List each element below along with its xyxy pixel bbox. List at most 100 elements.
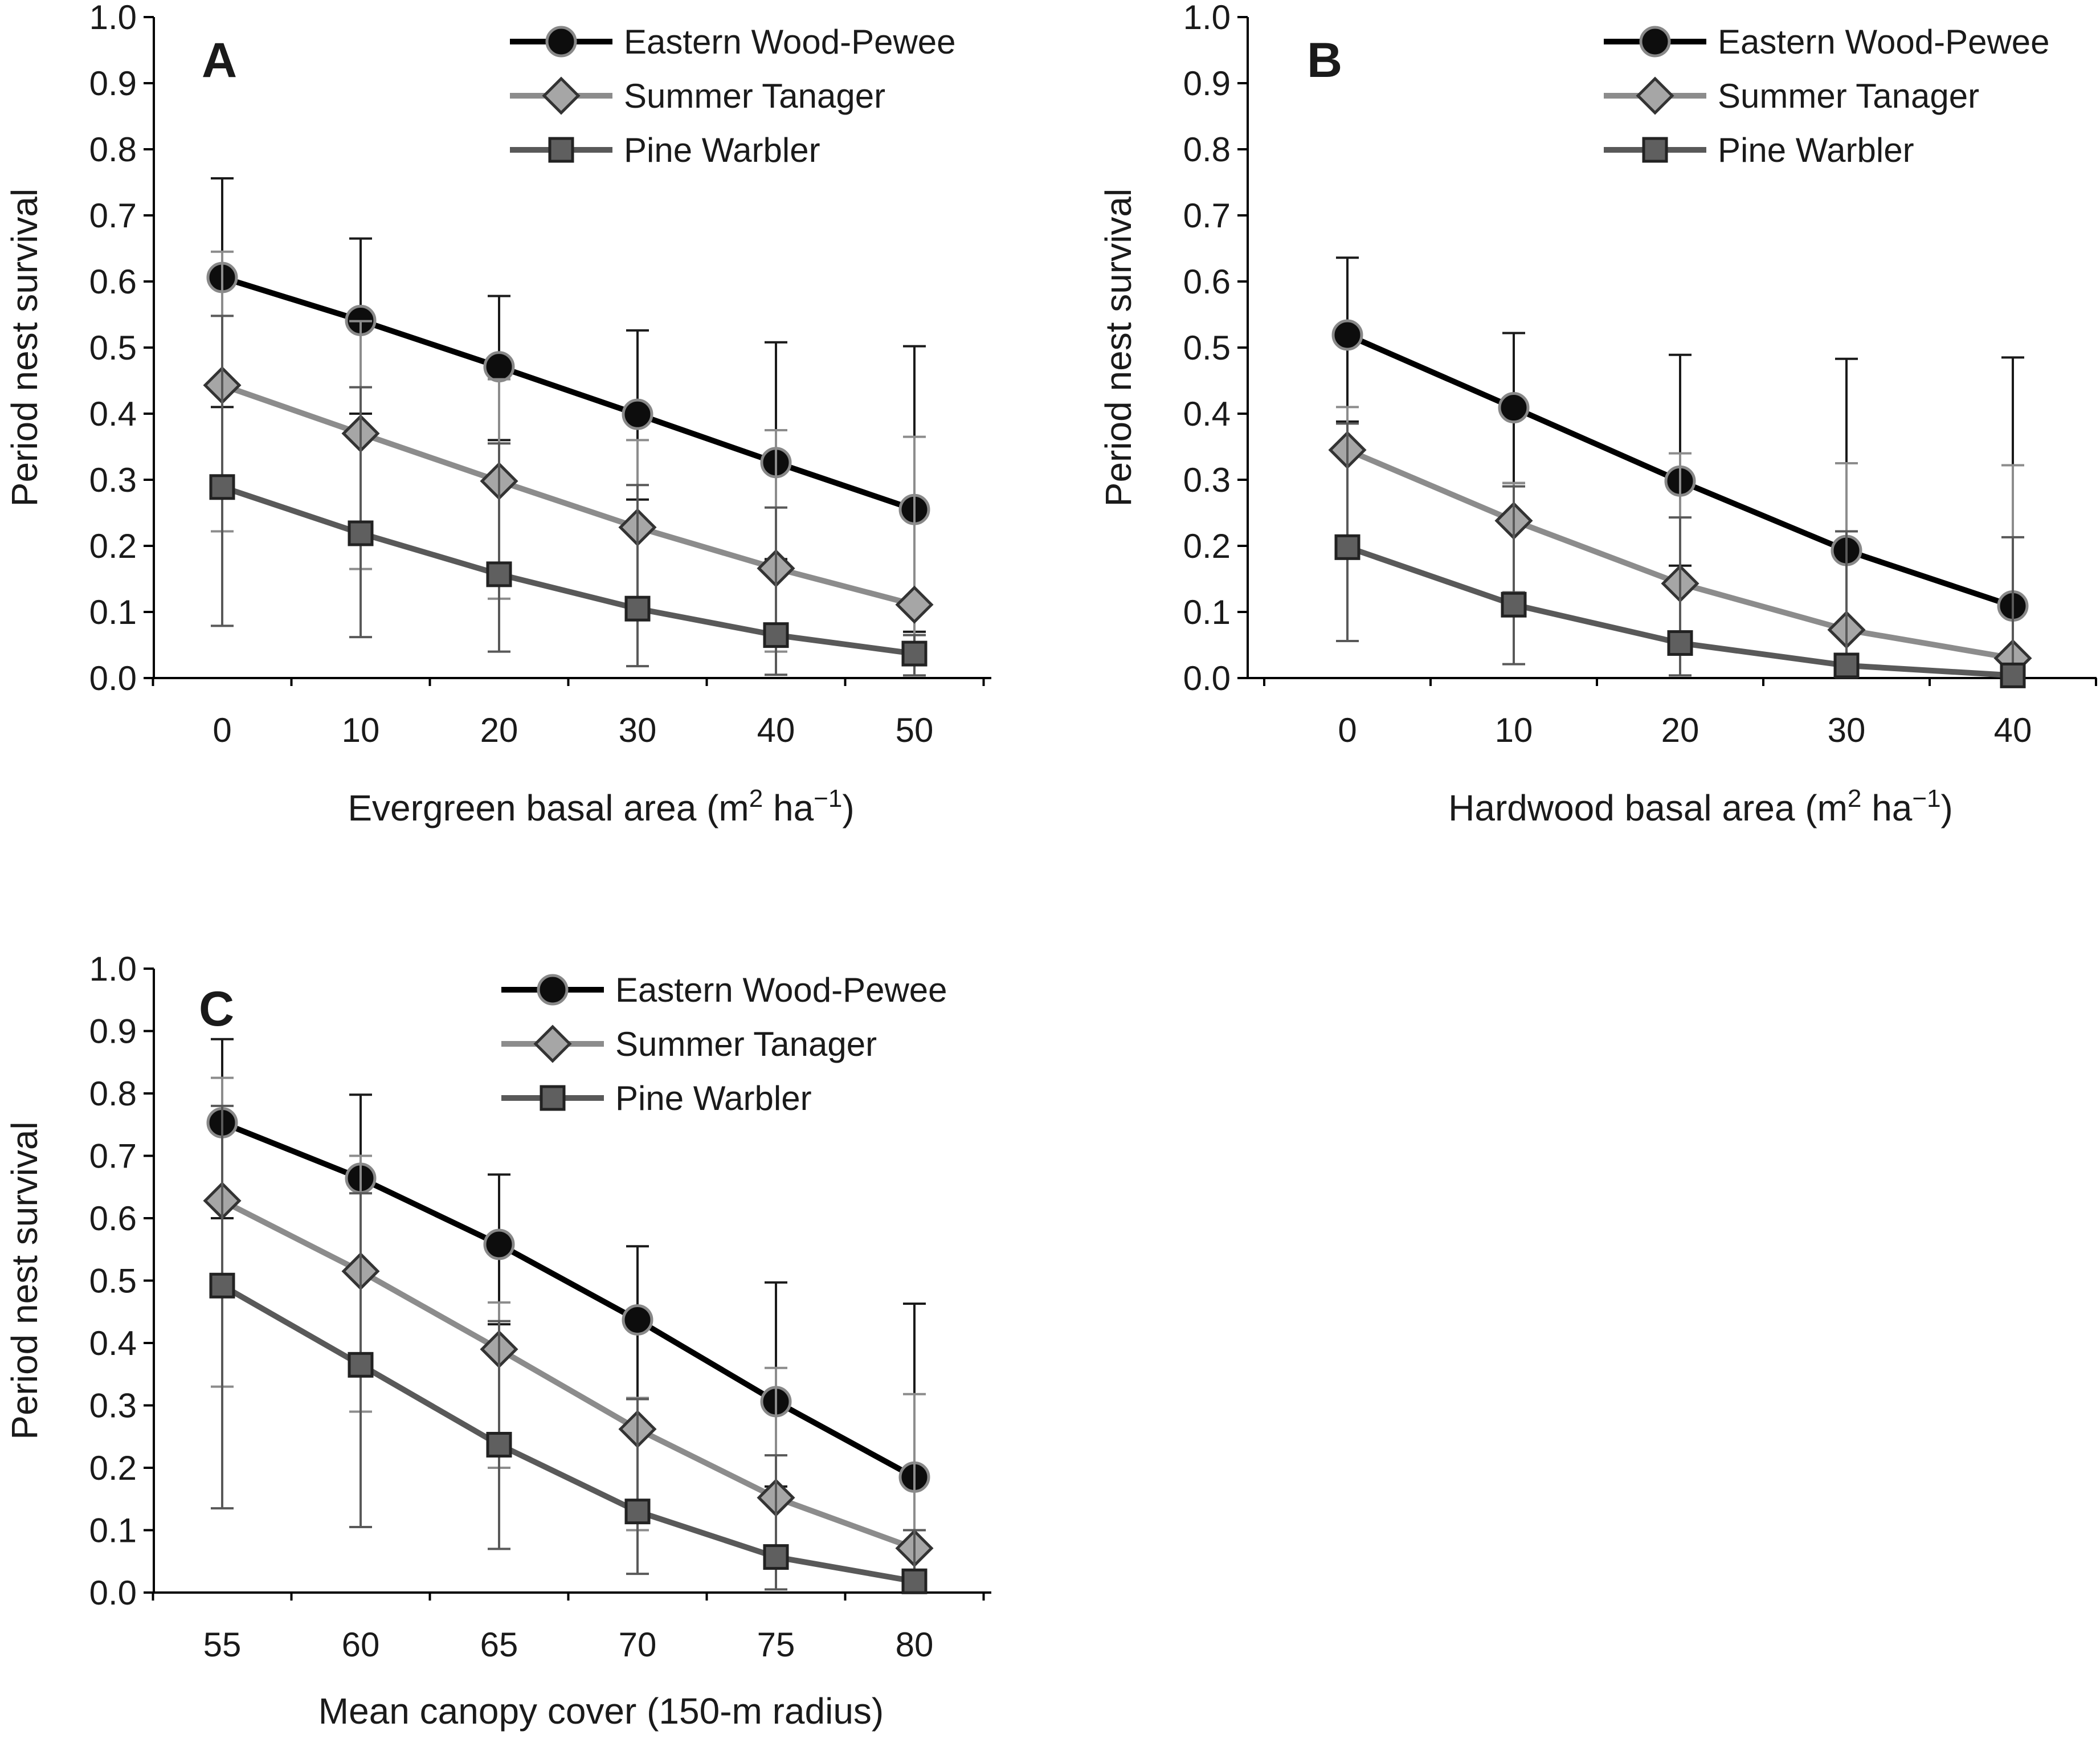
y-tick-label: 0.0 <box>89 659 137 697</box>
x-axis-label-superscript: 2 <box>1848 785 1861 813</box>
series-line <box>221 484 915 657</box>
legend-label: Pine Warbler <box>1718 131 1914 169</box>
series-pine-warbler <box>209 1104 928 1594</box>
legend-label: Eastern Wood-Pewee <box>615 971 947 1009</box>
x-tick-label: 55 <box>203 1626 242 1664</box>
legend-label: Summer Tanager <box>615 1025 877 1063</box>
series-line <box>220 1198 916 1551</box>
data-point <box>1334 534 1360 560</box>
data-point <box>1667 630 1693 656</box>
x-tick-label: 20 <box>480 711 518 749</box>
legend-marker <box>548 137 574 163</box>
y-tick-label: 0.9 <box>89 64 137 103</box>
legend-marker <box>1642 137 1668 163</box>
x-axis-label-part: Evergreen basal area (m <box>348 787 749 828</box>
legend-label: Eastern Wood-Pewee <box>624 23 956 61</box>
x-axis-label-part: ) <box>842 787 854 828</box>
data-point <box>901 1568 928 1594</box>
data-point <box>483 1228 515 1260</box>
y-tick-label: 0.2 <box>1183 527 1231 565</box>
x-tick-label: 60 <box>342 1626 380 1664</box>
y-tick-label: 0.7 <box>89 197 137 235</box>
legend-label: Summer Tanager <box>624 77 885 115</box>
data-point <box>1501 591 1527 618</box>
y-tick-label: 0.1 <box>89 593 137 631</box>
x-axis-label-part: ha <box>1861 787 1912 828</box>
series-line <box>221 382 916 608</box>
y-tick-label: 0.3 <box>89 461 137 499</box>
data-point <box>895 585 934 624</box>
data-point <box>1833 652 1860 679</box>
y-tick-label: 0.9 <box>1183 64 1231 103</box>
y-tick-label: 0.4 <box>89 1324 137 1362</box>
data-point <box>622 398 653 430</box>
legend-entry-eastern-wood-pewee: Eastern Wood-Pewee <box>501 971 947 1009</box>
data-point <box>1331 319 1363 351</box>
y-tick-label: 0.8 <box>1183 130 1231 169</box>
legend-marker <box>537 974 569 1006</box>
data-point <box>348 1352 374 1378</box>
y-tick-label: 0.2 <box>89 1449 137 1487</box>
data-point <box>209 474 235 500</box>
x-tick-label: 75 <box>757 1626 795 1664</box>
x-tick-label: 0 <box>1338 711 1357 749</box>
x-tick-label: 30 <box>1828 711 1866 749</box>
y-tick-label: 1.0 <box>89 950 137 988</box>
data-point <box>486 561 512 587</box>
x-tick-label: 10 <box>1495 711 1533 749</box>
legend-entry-eastern-wood-pewee: Eastern Wood-Pewee <box>510 23 956 61</box>
y-axis-label: Period nest survival <box>4 1121 45 1439</box>
x-tick-label: 80 <box>896 1626 934 1664</box>
legend-entry-pine-warbler: Pine Warbler <box>1604 131 1914 169</box>
x-axis-label-part: Hardwood basal area (m <box>1448 787 1848 828</box>
legend-entry-eastern-wood-pewee: Eastern Wood-Pewee <box>1604 23 2050 61</box>
y-tick-label: 0.3 <box>1183 461 1231 499</box>
series-line <box>221 1120 916 1480</box>
legend-marker <box>1636 76 1674 115</box>
data-point <box>622 1304 653 1336</box>
series-line <box>220 1283 915 1585</box>
x-tick-label: 40 <box>1994 711 2032 749</box>
x-tick-label: 40 <box>757 711 795 749</box>
y-tick-label: 0.3 <box>89 1387 137 1425</box>
y-tick-label: 0.6 <box>89 1199 137 1238</box>
data-point <box>348 520 374 546</box>
y-tick-label: 1.0 <box>89 0 137 36</box>
series-summer-tanager <box>203 250 934 666</box>
x-axis-label-part: ) <box>1941 787 1953 828</box>
y-tick-label: 0.9 <box>89 1013 137 1051</box>
series-pine-warbler <box>209 315 928 677</box>
legend-label: Summer Tanager <box>1718 77 1979 115</box>
legend-entry-pine-warbler: Pine Warbler <box>501 1079 812 1117</box>
x-axis-label: Evergreen basal area (m2 ha−1) <box>348 785 854 829</box>
legend-marker <box>545 26 577 58</box>
y-tick-label: 0.5 <box>89 1262 137 1300</box>
y-tick-label: 0.2 <box>89 527 137 565</box>
x-axis-label: Mean canopy cover (150-m radius) <box>318 1691 884 1732</box>
x-axis-label-superscript: −1 <box>1912 785 1940 813</box>
x-tick-label: 70 <box>619 1626 657 1664</box>
y-tick-label: 1.0 <box>1183 0 1231 36</box>
y-tick-label: 0.6 <box>1183 263 1231 301</box>
legend-entry-summer-tanager: Summer Tanager <box>1604 76 1979 115</box>
series-eastern-wood-pewee <box>206 1038 930 1550</box>
x-tick-label: 20 <box>1661 711 1699 749</box>
data-point <box>763 622 789 648</box>
y-tick-label: 0.4 <box>89 395 137 433</box>
legend-entry-pine-warbler: Pine Warbler <box>510 131 820 169</box>
data-point <box>763 1544 789 1570</box>
chart-panel-a: 0.0 0.1 0.2 0.3 0.4 0.5 0.6 0.7 0.8 0.9 1.0 0 10 20 30… <box>4 0 991 828</box>
legend-marker <box>542 76 581 115</box>
x-tick-label: 10 <box>342 711 380 749</box>
x-axis-label-part: Mean canopy cover (150-m radius) <box>318 1691 884 1732</box>
data-point <box>1498 392 1530 424</box>
data-point <box>2000 662 2026 688</box>
y-axis-label: Period nest survival <box>1098 189 1139 507</box>
y-tick-label: 0.1 <box>89 1512 137 1550</box>
y-tick-label: 0.4 <box>1183 395 1231 433</box>
legend-entry-summer-tanager: Summer Tanager <box>501 1024 877 1063</box>
y-tick-label: 0.1 <box>1183 593 1231 631</box>
y-tick-label: 0.6 <box>89 263 137 301</box>
y-tick-label: 0.7 <box>89 1137 137 1175</box>
y-tick-label: 0.5 <box>1183 329 1231 367</box>
